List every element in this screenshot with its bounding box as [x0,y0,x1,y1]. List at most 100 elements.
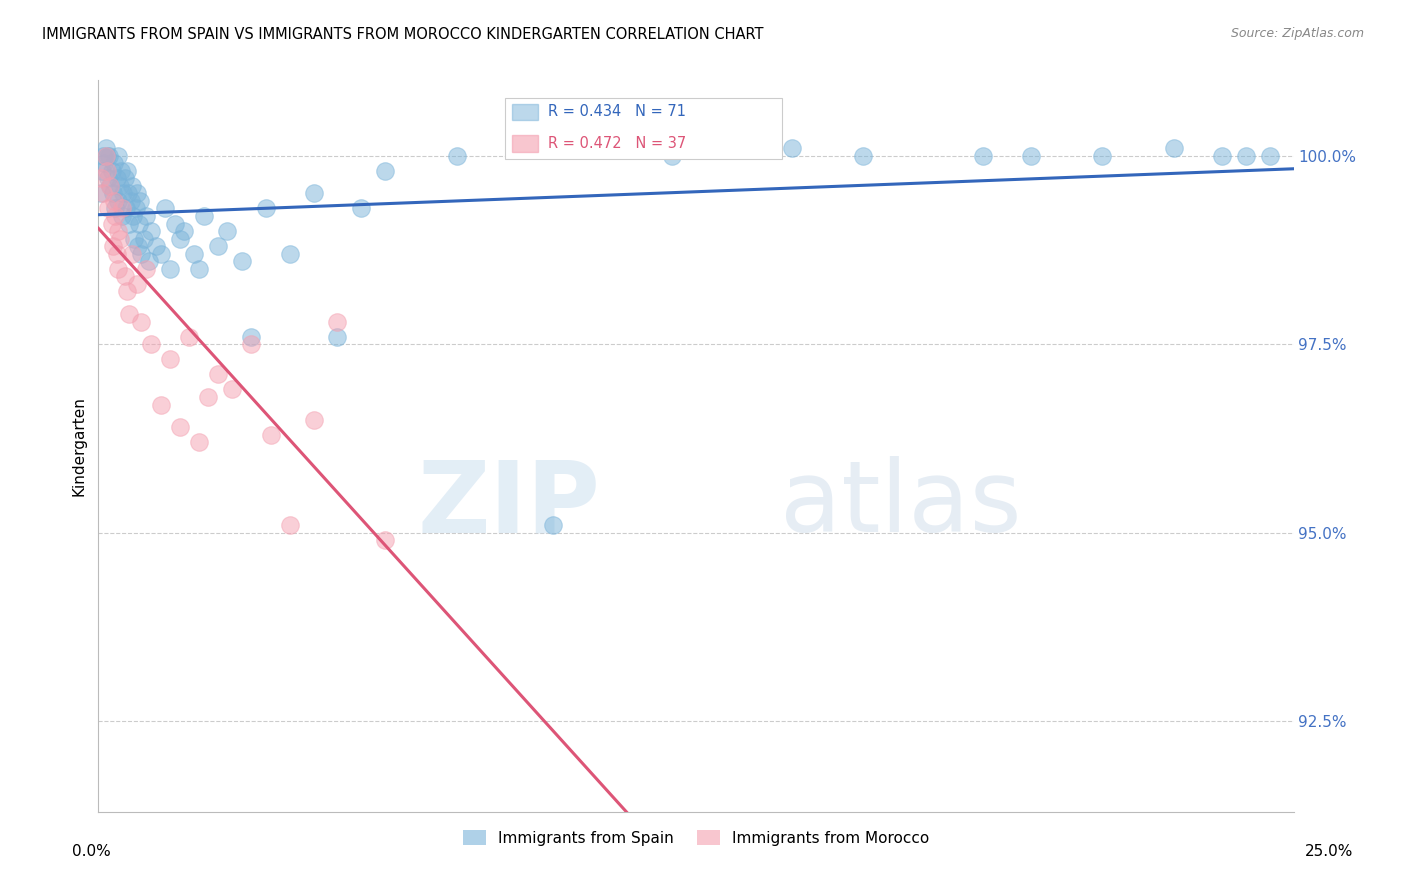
Point [107,224,129,238]
Point [101,239,124,253]
Point [852,149,875,163]
Point [135,209,157,223]
Point [169,420,191,434]
Point [302,186,325,201]
Point [97,149,120,163]
Point [107,194,129,208]
Point [125,186,148,201]
Point [114,171,136,186]
Point [131,246,153,260]
Point [139,224,162,238]
Point [131,315,153,329]
Point [149,246,172,260]
Point [193,209,215,223]
Point [96,149,118,163]
Point [112,186,135,201]
Point [138,254,160,268]
Text: Source: ZipAtlas.com: Source: ZipAtlas.com [1230,27,1364,40]
Point [1234,149,1257,163]
Point [207,368,229,382]
Point [155,202,177,216]
Point [129,194,152,208]
Point [446,149,468,163]
Text: R = 0.434   N = 71: R = 0.434 N = 71 [548,104,686,120]
Point [1163,141,1185,155]
Point [780,141,803,155]
Point [110,163,132,178]
Point [128,217,150,231]
Point [115,163,138,178]
Point [207,239,229,253]
Point [107,149,129,163]
Point [115,285,138,299]
Point [94,149,117,163]
Point [231,254,253,268]
Point [1211,149,1233,163]
Point [101,163,124,178]
Point [121,178,143,193]
Text: IMMIGRANTS FROM SPAIN VS IMMIGRANTS FROM MOROCCO KINDERGARTEN CORRELATION CHART: IMMIGRANTS FROM SPAIN VS IMMIGRANTS FROM… [42,27,763,42]
Point [111,209,134,223]
Point [326,329,349,343]
Point [187,435,209,450]
Point [117,186,139,201]
Point [374,533,396,548]
Point [163,217,186,231]
Point [125,277,148,291]
Point [145,239,167,253]
Point [350,202,373,216]
Point [135,261,157,276]
Point [1258,149,1281,163]
Point [114,269,136,284]
Point [103,156,125,170]
Point [91,163,114,178]
Legend: Immigrants from Spain, Immigrants from Morocco: Immigrants from Spain, Immigrants from M… [457,823,935,852]
Point [118,307,141,321]
Point [118,217,141,231]
Point [107,261,129,276]
Point [259,427,281,442]
Y-axis label: Kindergarten: Kindergarten [72,396,87,496]
Point [374,163,396,178]
Point [972,149,994,163]
Point [103,194,125,208]
Bar [512,136,538,152]
Point [90,171,112,186]
Point [139,337,162,351]
Point [278,246,301,260]
Point [326,315,349,329]
Point [159,352,181,367]
Point [91,186,114,201]
FancyBboxPatch shape [505,97,782,160]
Point [1091,149,1114,163]
Point [93,156,115,170]
Point [98,178,122,193]
Point [124,232,146,246]
Point [121,246,143,260]
Point [1019,149,1042,163]
Point [96,163,118,178]
Point [105,171,128,186]
Point [179,329,201,343]
Point [101,217,124,231]
Point [221,383,243,397]
Point [159,261,181,276]
Point [105,246,128,260]
Text: 0.0%: 0.0% [72,845,111,859]
Point [149,398,172,412]
Point [91,149,114,163]
Point [254,202,277,216]
Point [108,232,131,246]
Text: atlas: atlas [779,456,1021,553]
Point [108,178,131,193]
Point [173,224,195,238]
Point [98,178,122,193]
Bar [512,103,538,120]
Point [661,149,683,163]
Point [94,141,117,155]
Point [541,518,564,533]
Point [90,186,112,201]
Point [104,202,127,216]
Point [302,412,325,426]
Point [217,224,239,238]
